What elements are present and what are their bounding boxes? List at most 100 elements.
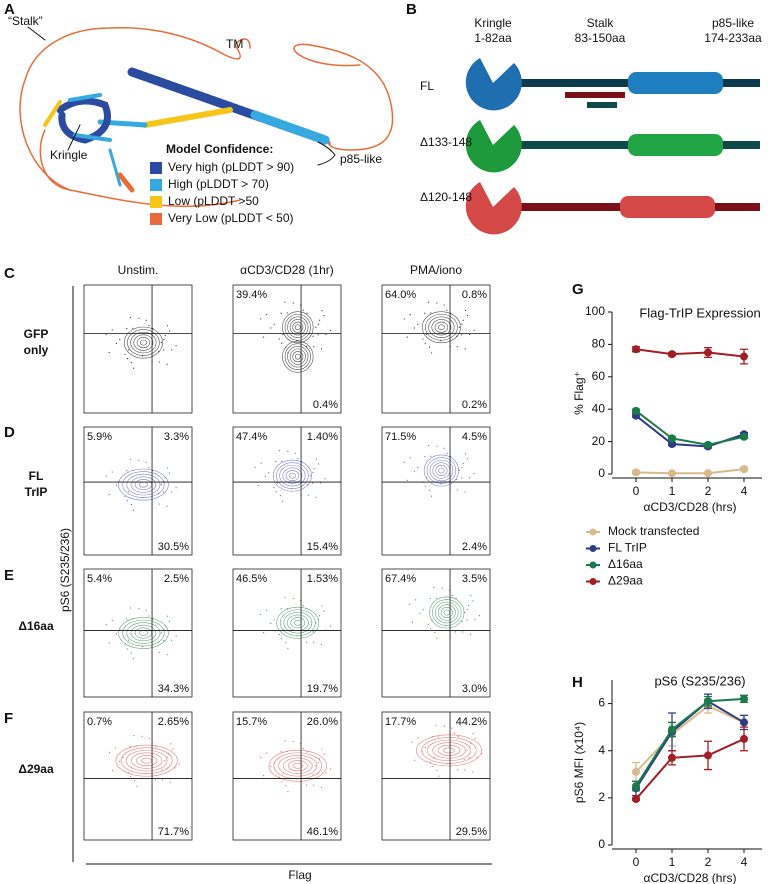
event-dot [451,727,453,729]
event-dot [403,461,405,463]
legend-label: FL TrIP [608,541,647,555]
event-dot [260,318,262,320]
event-dot [411,741,413,743]
event-dot [254,466,256,468]
contours [260,740,332,793]
event-dot [132,658,135,660]
event-dot [164,476,166,479]
event-dot [318,758,321,760]
event-dot [473,329,475,331]
event-dot [160,342,162,344]
legend-label: Low (pLDDT >50 [168,194,259,208]
contour [126,473,161,496]
contour [278,755,318,777]
event-dot [145,461,147,463]
event-dot [277,482,279,484]
y-tick-label: 6 [598,696,605,710]
label: TM [226,37,243,51]
contour [276,606,320,639]
data-point [704,440,712,449]
event-dot [126,648,128,650]
event-dot [461,477,463,479]
event-dot [461,334,463,336]
y-tick-label: 20 [592,434,606,448]
event-dot [436,445,438,447]
quadrant-percent: 3.3% [164,431,189,443]
event-dot [329,768,332,770]
contour [273,752,323,780]
event-dot [141,497,144,499]
flow-plot-frame [83,426,193,556]
event-dot [411,621,414,623]
event-dot [434,631,436,634]
event-dot [430,352,433,354]
event-dot [321,748,323,750]
legend-title: Model Confidence: [166,142,273,156]
contour [130,476,157,493]
event-dot [424,485,426,488]
event-dot [430,627,432,630]
event-dot [317,323,319,325]
event-dot [436,302,438,304]
event-dot [124,353,126,356]
event-dot [115,342,118,344]
event-dot [443,304,445,306]
event-dot [474,619,476,621]
contour [122,471,165,498]
event-dot [286,607,288,610]
event-dot [175,635,177,637]
data-point [740,432,748,441]
event-dot [128,639,130,641]
quadrant-percent: 0.4% [313,399,338,411]
flow-y-label: pS6 (S235/236) [58,528,72,612]
event-dot [127,771,129,774]
event-dot [115,484,118,486]
contour [428,316,455,338]
contour [292,762,303,769]
event-dot [132,509,135,511]
contour [284,313,311,341]
contour [290,617,306,629]
event-dot [439,339,442,342]
event-dot [430,312,432,314]
contour [282,467,303,484]
event-dot [285,346,287,348]
contour [123,326,163,359]
series-line [635,348,745,358]
event-dot [406,336,408,338]
event-dot [280,751,282,753]
event-dot [158,503,160,505]
contour [443,747,455,754]
label: “Stalk” [8,14,43,28]
panel-label: A [4,1,15,18]
contour [432,599,462,626]
event-dot [169,781,171,783]
event-dot [464,491,466,493]
event-dot [138,317,140,319]
legend-label: Very high (pLDDT > 90) [168,160,294,174]
contour [429,459,454,482]
panel-label: B [406,1,417,18]
contours [260,301,332,373]
contour [282,311,314,344]
contour [292,351,304,363]
event-dot [148,737,151,739]
event-dot [297,457,299,460]
event-dot [287,450,289,452]
event-dot [313,784,315,786]
event-dot [478,615,481,617]
event-dot [136,785,138,787]
event-dot [134,780,136,782]
event-dot [464,348,466,350]
event-dot [286,312,288,314]
event-dot [278,633,280,636]
event-dot [325,333,327,336]
event-dot [126,358,128,360]
flow-x-label: Flag [288,868,311,882]
row-label: Δ29aa [18,762,54,776]
event-dot [132,618,134,620]
event-dot [164,334,166,337]
domain-name: Stalk [587,16,615,30]
x-axis-label: αCD3/CD28 (hrs) [644,871,737,884]
construct-label: Δ120-148 [420,190,472,204]
